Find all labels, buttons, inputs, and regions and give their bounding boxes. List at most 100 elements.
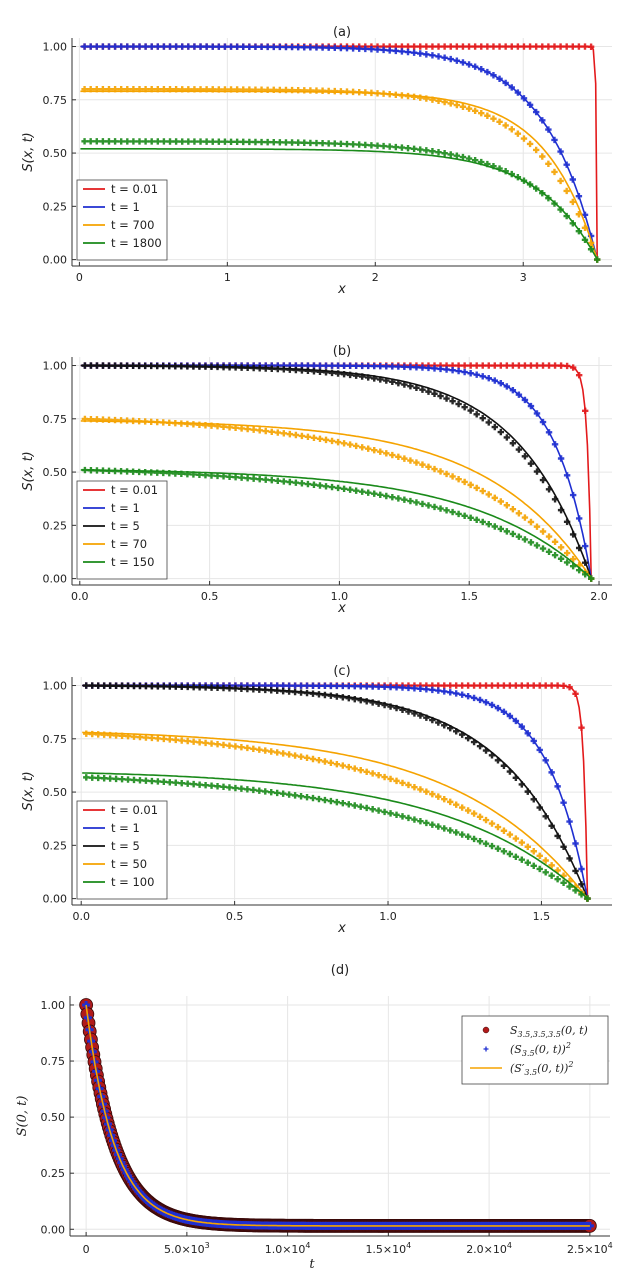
legend: t = 0.01 t = 1 t = 5 t = 50 t = 100 bbox=[76, 800, 168, 900]
data-point bbox=[532, 146, 540, 154]
data-point bbox=[399, 779, 406, 787]
data-point bbox=[246, 138, 253, 146]
data-point bbox=[441, 150, 448, 157]
data-point bbox=[358, 373, 366, 380]
data-point bbox=[491, 362, 498, 369]
data-point bbox=[268, 428, 275, 435]
data-point bbox=[485, 375, 492, 382]
data-point bbox=[548, 872, 555, 879]
data-point bbox=[345, 682, 352, 690]
data-point bbox=[226, 742, 233, 749]
data-point bbox=[443, 366, 450, 373]
data-point bbox=[363, 768, 370, 775]
data-point bbox=[494, 682, 502, 689]
data-point bbox=[393, 777, 400, 785]
data-point bbox=[551, 538, 559, 546]
data-point bbox=[563, 472, 571, 479]
data-point bbox=[383, 363, 390, 370]
data-point bbox=[233, 43, 241, 50]
data-point bbox=[87, 138, 94, 145]
data-point bbox=[407, 382, 414, 390]
data-point bbox=[447, 682, 454, 689]
data-point bbox=[148, 43, 155, 50]
data-point bbox=[93, 467, 101, 474]
data-point bbox=[548, 769, 555, 776]
data-point bbox=[435, 719, 442, 726]
data-point bbox=[500, 762, 508, 769]
data-point bbox=[404, 144, 412, 152]
chart-title: (d) bbox=[331, 963, 349, 978]
series-3 bbox=[80, 138, 601, 263]
data-point bbox=[154, 778, 162, 785]
data-point bbox=[221, 86, 229, 93]
data-point bbox=[453, 57, 461, 64]
data-point bbox=[172, 419, 179, 427]
data-point bbox=[334, 484, 342, 492]
data-point bbox=[337, 44, 345, 52]
data-point bbox=[270, 86, 277, 94]
data-point bbox=[246, 43, 253, 50]
data-point bbox=[473, 484, 480, 492]
legend-label: t = 70 bbox=[111, 537, 147, 551]
data-point bbox=[124, 733, 132, 740]
data-point bbox=[491, 523, 498, 530]
x-tick-label: 2 bbox=[372, 271, 379, 284]
data-point bbox=[264, 138, 271, 146]
data-point bbox=[461, 368, 468, 376]
data-point bbox=[288, 43, 296, 51]
data-point bbox=[542, 857, 549, 864]
data-point bbox=[404, 92, 412, 100]
data-point bbox=[491, 423, 498, 431]
data-point bbox=[142, 43, 149, 50]
data-point bbox=[459, 59, 467, 66]
data-point bbox=[497, 380, 505, 387]
data-point bbox=[118, 732, 126, 740]
data-point bbox=[482, 840, 490, 847]
data-point bbox=[441, 98, 448, 106]
data-point bbox=[273, 789, 281, 797]
data-point bbox=[496, 165, 503, 172]
data-point bbox=[258, 43, 265, 51]
data-point bbox=[345, 763, 352, 771]
data-point bbox=[365, 489, 372, 496]
data-point bbox=[566, 818, 573, 825]
data-point bbox=[575, 515, 583, 522]
data-point bbox=[551, 362, 559, 369]
data-point bbox=[581, 43, 589, 50]
data-point bbox=[584, 895, 591, 902]
data-point bbox=[485, 362, 492, 369]
data-point bbox=[298, 480, 306, 487]
data-point bbox=[340, 440, 348, 447]
data-point bbox=[238, 743, 245, 751]
data-point bbox=[358, 488, 366, 495]
data-point bbox=[327, 682, 335, 690]
data-point bbox=[291, 792, 299, 799]
data-point bbox=[435, 793, 442, 800]
data-point bbox=[532, 43, 540, 50]
legend: t = 0.01 t = 1 t = 700 t = 1800 bbox=[76, 179, 168, 261]
data-point bbox=[141, 468, 149, 476]
data-point bbox=[578, 865, 585, 873]
data-point bbox=[441, 796, 448, 803]
data-point bbox=[227, 138, 235, 145]
data-point bbox=[551, 136, 558, 144]
data-point bbox=[515, 533, 523, 540]
data-point bbox=[575, 43, 583, 50]
data-point bbox=[178, 683, 185, 691]
data-point bbox=[429, 96, 436, 103]
data-point bbox=[459, 103, 467, 110]
data-point bbox=[381, 773, 388, 781]
data-point bbox=[560, 682, 567, 690]
data-point bbox=[215, 138, 223, 145]
data-point bbox=[81, 85, 88, 93]
x-tick-label: 1.5 bbox=[533, 910, 551, 923]
data-point bbox=[226, 685, 233, 692]
data-point bbox=[497, 428, 505, 436]
data-point bbox=[276, 43, 284, 51]
data-point bbox=[232, 474, 239, 481]
data-point bbox=[393, 704, 400, 712]
y-tick-label: 0.00 bbox=[41, 1223, 66, 1236]
data-point bbox=[214, 423, 221, 430]
data-point bbox=[89, 682, 96, 689]
data-point bbox=[214, 783, 221, 790]
